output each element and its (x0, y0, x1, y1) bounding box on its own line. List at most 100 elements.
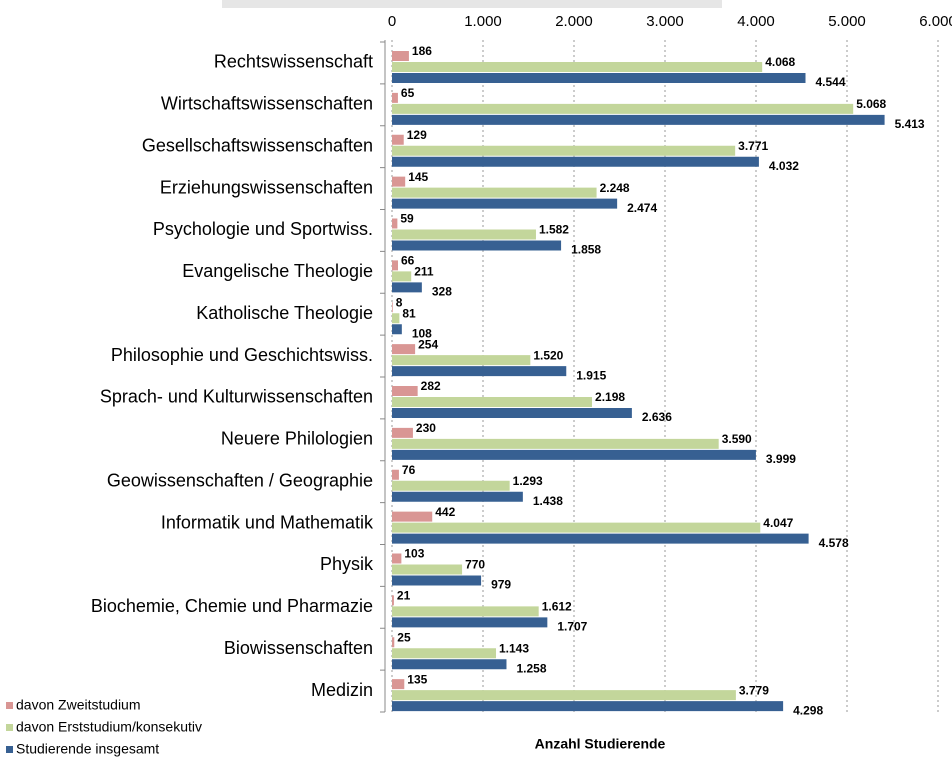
bar (392, 282, 422, 293)
category-label: Geowissenschaften / Geographie (107, 470, 373, 490)
legend-swatch (6, 746, 13, 753)
value-label: 979 (491, 578, 511, 592)
bar (392, 187, 597, 198)
bar (392, 690, 736, 701)
value-label: 2.474 (627, 201, 657, 215)
category-label: Evangelische Theologie (182, 261, 373, 281)
bar (392, 62, 763, 72)
value-label: 4.298 (793, 703, 823, 717)
bar (392, 617, 548, 628)
category-label: Medizin (311, 680, 373, 700)
bar (392, 103, 854, 114)
bar (392, 511, 433, 522)
bar (392, 480, 510, 491)
x-tick-label: 4.000 (737, 13, 775, 30)
bar (392, 397, 593, 407)
category-label: Rechtswissenschaft (214, 52, 373, 72)
bar (392, 427, 413, 438)
category-label: Wirtschaftswissenschaften (161, 94, 373, 114)
header-bar (222, 0, 722, 8)
bar (392, 386, 418, 396)
value-label: 129 (407, 128, 427, 142)
value-label: 1.582 (539, 223, 569, 237)
value-label: 135 (407, 672, 427, 686)
value-label: 442 (435, 505, 455, 519)
x-tick-label: 6.000 (919, 13, 952, 30)
value-label: 1.915 (576, 368, 606, 382)
value-label: 328 (432, 285, 452, 299)
bar (392, 449, 756, 460)
value-label: 4.068 (765, 55, 795, 69)
bar (392, 260, 399, 271)
bar (392, 313, 400, 324)
bar (392, 134, 404, 145)
legend-swatch (6, 724, 13, 731)
bar (392, 51, 409, 61)
value-label: 3.999 (766, 452, 796, 466)
bar (392, 606, 539, 617)
x-tick-label: 5.000 (828, 13, 866, 30)
category-label: Biowissenschaften (224, 638, 373, 658)
category-label: Biochemie, Chemie und Pharmazie (91, 596, 373, 616)
value-label: 1.258 (516, 661, 546, 675)
value-label: 145 (408, 170, 428, 184)
bar (392, 344, 416, 355)
value-label: 254 (418, 337, 438, 351)
value-label: 76 (402, 463, 416, 477)
bar (392, 522, 761, 533)
value-label: 770 (465, 558, 485, 572)
value-label: 1.438 (533, 494, 563, 508)
bar (392, 438, 719, 449)
bar (392, 553, 402, 564)
value-label: 211 (414, 265, 434, 279)
x-tick-label: 3.000 (646, 13, 684, 30)
bar (392, 491, 523, 502)
value-label: 2.636 (642, 410, 672, 424)
bar (392, 679, 405, 690)
value-label: 3.771 (738, 139, 768, 153)
value-label: 186 (412, 44, 432, 58)
value-label: 25 (397, 630, 411, 644)
bar (392, 176, 406, 187)
bar (392, 240, 562, 251)
value-label: 4.047 (763, 516, 793, 530)
value-label: 230 (416, 421, 436, 435)
value-label: 65 (401, 86, 415, 100)
bar (392, 271, 412, 282)
x-tick-label: 1.000 (464, 13, 502, 30)
value-label: 1.520 (533, 348, 563, 362)
bar (392, 648, 497, 659)
value-label: 4.544 (816, 75, 846, 89)
bar (392, 575, 482, 586)
value-label: 59 (400, 212, 414, 226)
value-label: 81 (402, 306, 416, 320)
bar (392, 469, 399, 480)
category-label: Neuere Philologien (221, 429, 373, 449)
value-label: 66 (401, 254, 415, 268)
bar (392, 701, 784, 712)
value-label: 1.707 (557, 620, 587, 634)
x-axis-label: Anzahl Studierende (535, 736, 666, 752)
value-label: 1.293 (513, 474, 543, 488)
value-label: 5.068 (856, 97, 886, 111)
bar (392, 595, 394, 606)
bar (392, 533, 809, 544)
value-label: 5.413 (895, 117, 925, 131)
value-label: 1.858 (571, 243, 601, 257)
bar (392, 302, 393, 313)
bar (392, 659, 507, 670)
bar (392, 145, 736, 156)
bar (392, 114, 885, 125)
value-label: 2.198 (595, 390, 625, 404)
value-label: 4.578 (819, 536, 849, 550)
category-label: Informatik und Mathematik (161, 512, 374, 532)
value-label: 103 (404, 547, 424, 561)
bar (392, 408, 632, 418)
legend-label: Studierende insgesamt (16, 741, 159, 757)
bar (392, 229, 536, 240)
category-label: Erziehungswissenschaften (160, 177, 373, 197)
bar (392, 198, 618, 209)
bar (392, 73, 806, 83)
category-label: Philosophie und Geschichtswiss. (111, 345, 373, 365)
category-label: Gesellschaftswissenschaften (142, 135, 373, 155)
